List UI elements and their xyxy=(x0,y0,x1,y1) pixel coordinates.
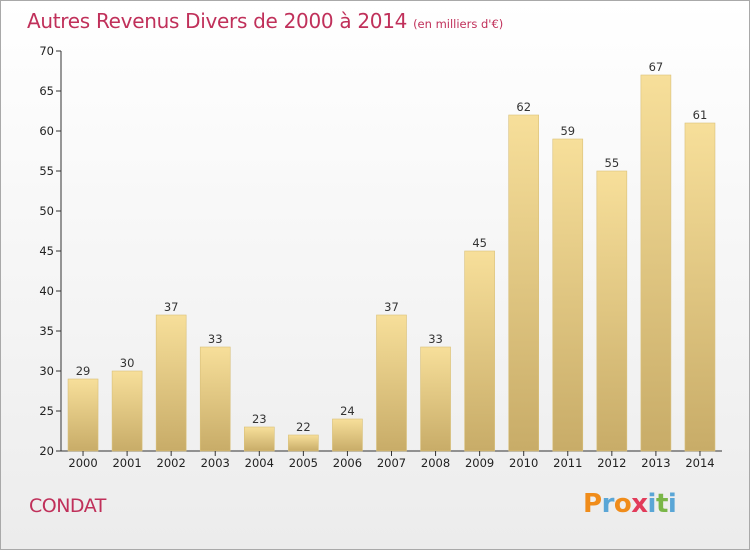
bar-value-label: 33 xyxy=(428,332,443,346)
logo-letter: x xyxy=(631,489,648,519)
x-axis-ticks: 2000 2001 2002 2003 2004 2005 2006 2007 2008 2009… xyxy=(68,451,715,470)
x-tick-label: 2005 xyxy=(289,456,318,470)
x-tick-label: 2007 xyxy=(377,456,406,470)
bar-value-label: 45 xyxy=(472,236,487,250)
bar xyxy=(640,74,672,452)
bars: 29 30 37 33 23 22 24 37 33 45 62 59 55 67 61 xyxy=(67,60,716,452)
x-tick-label: 2000 xyxy=(68,456,97,470)
x-tick-label: 2002 xyxy=(157,456,186,470)
logo-letter: P xyxy=(583,489,602,519)
y-tick-label: 45 xyxy=(39,244,54,258)
bar-value-label: 37 xyxy=(164,300,179,314)
bar-value-label: 30 xyxy=(120,356,135,370)
y-tick-label: 30 xyxy=(39,364,54,378)
y-tick-label: 60 xyxy=(39,124,54,138)
logo-letter: i xyxy=(667,489,677,519)
x-tick-label: 2013 xyxy=(641,456,670,470)
chart-title: Autres Revenus Divers de 2000 à 2014 (en … xyxy=(27,9,503,33)
bar xyxy=(155,314,187,452)
y-tick-label: 70 xyxy=(39,44,54,58)
y-tick-label: 25 xyxy=(39,404,54,418)
logo-letter: i xyxy=(647,489,657,519)
y-tick-label: 50 xyxy=(39,204,54,218)
bar xyxy=(199,346,231,452)
logo-letter: r xyxy=(601,489,615,519)
bar-value-label: 37 xyxy=(384,300,399,314)
y-tick-label: 65 xyxy=(39,84,54,98)
bar xyxy=(67,378,99,452)
bar-value-label: 62 xyxy=(516,100,531,114)
proxiti-logo: Proxiti xyxy=(583,489,677,519)
x-tick-label: 2008 xyxy=(421,456,450,470)
chart-title-text: Autres Revenus Divers de 2000 à 2014 xyxy=(27,9,408,33)
bar xyxy=(552,138,584,452)
chart-unit: (en milliers d'€) xyxy=(413,17,504,31)
bar xyxy=(420,346,451,452)
bar-value-label: 29 xyxy=(76,364,91,378)
town-name: CONDAT xyxy=(29,495,106,517)
bar xyxy=(684,122,716,452)
x-tick-label: 2001 xyxy=(112,456,141,470)
y-tick-label: 40 xyxy=(39,284,54,298)
bar-value-label: 22 xyxy=(296,420,311,434)
x-tick-label: 2011 xyxy=(553,456,582,470)
y-axis-ticks: 20 25 30 35 40 45 50 55 60 65 70 xyxy=(39,44,61,458)
logo-letter: o xyxy=(613,489,632,519)
bar xyxy=(464,250,495,452)
bar xyxy=(508,114,540,452)
bar xyxy=(288,434,319,452)
bar xyxy=(596,170,628,452)
bar-value-label: 59 xyxy=(560,124,575,138)
bar xyxy=(111,370,143,452)
x-tick-label: 2012 xyxy=(597,456,626,470)
bar-value-label: 67 xyxy=(649,60,664,74)
bar xyxy=(332,418,363,452)
bar-value-label: 24 xyxy=(340,404,355,418)
y-tick-label: 20 xyxy=(39,444,54,458)
x-tick-label: 2003 xyxy=(201,456,230,470)
bar-value-label: 33 xyxy=(208,332,223,346)
x-tick-label: 2014 xyxy=(685,456,714,470)
bar-value-label: 23 xyxy=(252,412,267,426)
y-tick-label: 35 xyxy=(39,324,54,338)
bar-value-label: 55 xyxy=(605,156,620,170)
y-tick-label: 55 xyxy=(39,164,54,178)
logo-letter: t xyxy=(655,489,668,519)
x-tick-label: 2009 xyxy=(465,456,494,470)
x-tick-label: 2004 xyxy=(245,456,274,470)
bar-value-label: 61 xyxy=(693,108,708,122)
bar xyxy=(376,314,407,452)
bar xyxy=(244,426,275,452)
x-tick-label: 2010 xyxy=(509,456,538,470)
x-tick-label: 2006 xyxy=(333,456,362,470)
